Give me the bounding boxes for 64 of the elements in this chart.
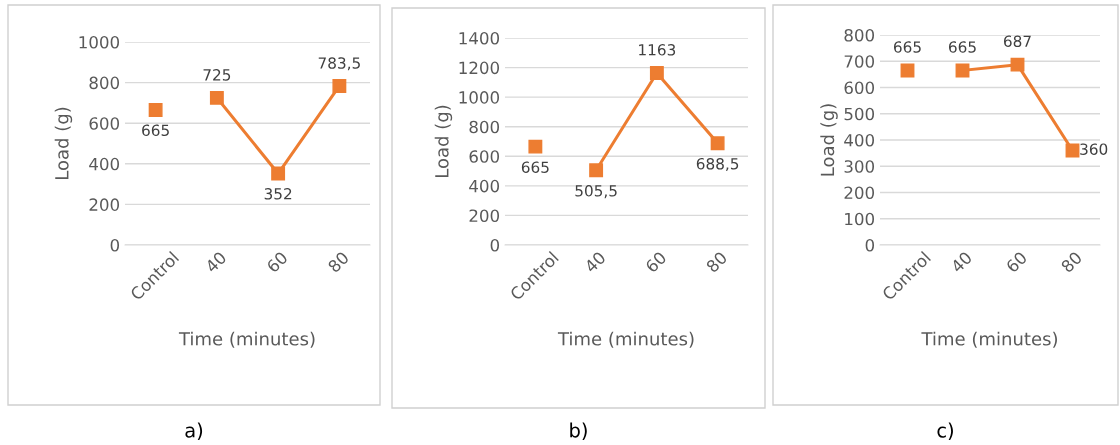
data-label: 1163: [639, 44, 676, 56]
point: [900, 63, 915, 78]
x-tick-label: 60: [644, 250, 668, 274]
y-tick-label: 200: [844, 186, 875, 200]
x-tick-label: 40: [204, 250, 228, 274]
point: [1010, 57, 1025, 72]
data-label: 665: [521, 161, 549, 173]
x-tick-label: 40: [950, 250, 973, 274]
point: [148, 103, 163, 117]
y-tick-label: 600: [844, 81, 875, 95]
x-axis-title: Time (minutes): [921, 331, 1057, 348]
point: [332, 79, 347, 93]
text: c): [937, 422, 953, 440]
y-tick-label: 0: [490, 238, 500, 252]
y-axis-title: Load (g): [434, 105, 453, 178]
y-tick-label: 600: [89, 117, 120, 130]
y-tick-label: 0: [110, 238, 120, 252]
x-tick-label: 80: [1060, 250, 1083, 274]
data-label: 783,5: [318, 57, 360, 71]
y-tick-label: 1200: [459, 61, 500, 75]
y-tick-label: 800: [89, 76, 120, 90]
point: [710, 136, 725, 151]
data-label: 687: [1003, 35, 1031, 47]
data-label: 665: [142, 124, 169, 137]
data-label: 352: [264, 188, 292, 200]
y-tick-label: 1000: [79, 35, 120, 49]
y-tick-label: 600: [469, 150, 500, 163]
data-label: 725: [203, 69, 231, 81]
x-axis-title: Time (minutes): [557, 331, 694, 348]
y-tick-label: 400: [89, 157, 120, 171]
x-tick-label: 60: [1005, 250, 1028, 274]
data-label: 688,5: [696, 157, 739, 172]
x-tick-label: 80: [327, 250, 350, 274]
point: [528, 139, 543, 154]
data-label: 665: [893, 41, 921, 53]
y-tick-label: 1400: [459, 31, 500, 45]
y-tick-label: 400: [844, 133, 875, 147]
x-axis-title: Time (minutes): [178, 331, 315, 348]
data-label: 360: [1080, 143, 1108, 155]
point: [649, 66, 664, 80]
y-tick-label: 200: [89, 198, 120, 211]
y-axis-title: Load (g): [820, 104, 838, 176]
y-tick-label: 300: [844, 160, 875, 173]
y-tick-label: 0: [865, 238, 875, 252]
y-tick-label: 100: [845, 212, 875, 226]
text: b): [570, 422, 587, 440]
y-tick-label: 1000: [459, 91, 500, 104]
x-tick-label: 60: [265, 250, 289, 274]
x-tick-label: 80: [705, 250, 728, 274]
y-axis-title: Load (g): [54, 107, 73, 180]
text: a): [185, 422, 203, 440]
data-label: 665: [948, 41, 976, 53]
y-tick-label: 800: [469, 120, 500, 134]
y-tick-label: 700: [844, 55, 875, 68]
y-tick-label: 400: [469, 179, 500, 193]
point: [271, 166, 286, 181]
data-label: 505,5: [575, 185, 617, 199]
x-tick-label: 40: [583, 250, 607, 274]
point: [209, 90, 224, 105]
y-tick-label: 500: [844, 107, 875, 121]
y-tick-label: 800: [844, 28, 875, 42]
y-tick-label: 200: [469, 209, 500, 222]
point: [589, 163, 604, 178]
point: [955, 63, 970, 78]
